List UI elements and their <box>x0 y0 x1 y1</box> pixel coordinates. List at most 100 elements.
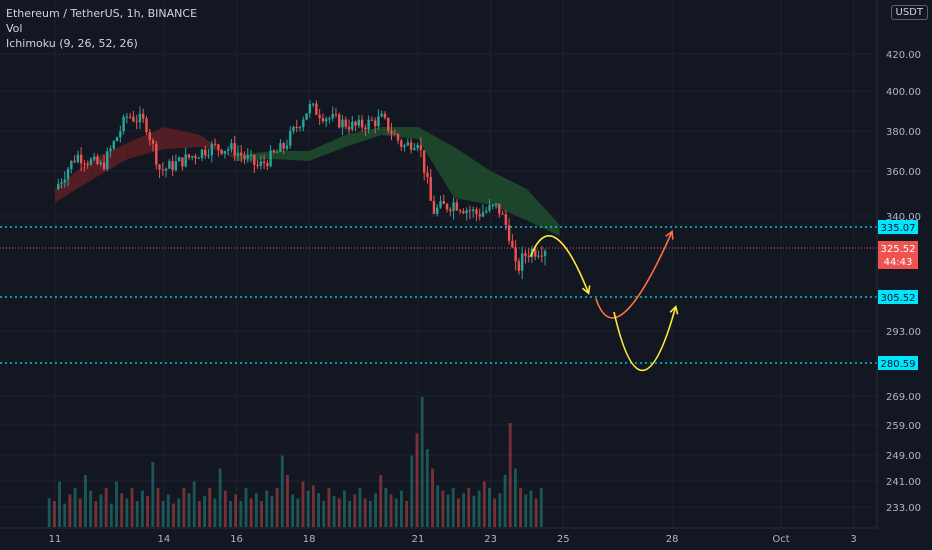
time-tick-label: 14 <box>158 534 171 545</box>
volume-bar <box>441 490 445 527</box>
candle-body <box>256 165 259 167</box>
volume-bar <box>410 455 414 527</box>
volume-bar <box>115 481 118 527</box>
candle-body <box>269 150 272 167</box>
candle-body <box>380 113 383 117</box>
volume-bar <box>529 490 533 527</box>
candle-body <box>517 261 521 271</box>
time-tick-label: 25 <box>557 534 570 545</box>
volume-bar <box>130 488 134 527</box>
cloud-segment <box>127 127 164 159</box>
volume-bar <box>89 490 93 527</box>
volume-bar <box>229 501 232 527</box>
volume-bar <box>368 501 372 527</box>
time-tick-label: 23 <box>484 534 497 545</box>
volume-bar <box>156 488 160 527</box>
volume-indicator-label[interactable]: Vol <box>6 22 23 35</box>
price-tick-label: 400.00 <box>886 87 921 98</box>
time-tick-label: 21 <box>412 534 425 545</box>
candle-body <box>76 154 80 162</box>
price-tick-label: 241.00 <box>886 477 921 488</box>
level-tag-label: 280.59 <box>881 359 916 370</box>
candle-body <box>240 152 243 156</box>
candle-body <box>409 142 413 150</box>
candle-body <box>481 212 485 217</box>
level-tag <box>878 220 918 234</box>
volume-bar <box>415 433 419 527</box>
candle-body <box>520 253 524 271</box>
candle-body <box>432 200 436 214</box>
currency-button[interactable]: USDT <box>890 5 928 20</box>
volume-bar <box>151 462 155 527</box>
candle-body <box>436 207 439 214</box>
volume-bar <box>146 495 150 527</box>
candle-body <box>217 144 220 150</box>
cloud-segment <box>309 135 346 161</box>
candle-body <box>109 148 112 152</box>
level-tag-label: 305.52 <box>881 293 916 304</box>
price-tick-label: 420.00 <box>886 50 921 61</box>
candle-body <box>338 114 341 128</box>
candle-body <box>161 169 165 171</box>
volume-bar <box>192 481 196 527</box>
candle-body <box>194 156 197 159</box>
volume-bar <box>286 475 289 527</box>
volume-bar <box>223 490 227 527</box>
volume-bar <box>353 494 357 527</box>
volume-bar <box>213 498 217 527</box>
volume-bar <box>291 494 295 527</box>
candle-body <box>86 163 89 165</box>
volume-bar <box>498 493 502 527</box>
candle-body <box>445 203 449 210</box>
volume-bar <box>140 490 144 527</box>
volume-bar <box>337 498 341 527</box>
volume-bar <box>472 495 476 527</box>
candle-body <box>324 118 328 122</box>
volume-bar <box>301 481 305 527</box>
candle-body <box>187 154 191 158</box>
candle-body <box>135 121 138 123</box>
volume-bar <box>358 488 362 527</box>
volume-bar <box>265 490 269 527</box>
cloud-segment <box>454 147 491 205</box>
volume-bar <box>374 493 377 527</box>
candle-body <box>266 163 269 167</box>
candle-body <box>298 127 302 129</box>
candle-body <box>164 168 168 171</box>
candle-body <box>452 202 455 212</box>
candle-body <box>96 156 99 165</box>
volume-bar <box>306 490 310 527</box>
volume-bar <box>420 397 424 527</box>
candle-body <box>475 209 478 215</box>
volume-bar <box>172 503 175 527</box>
volume-bar <box>177 498 181 527</box>
ichimoku-indicator-label[interactable]: Ichimoku (9, 26, 52, 26) <box>6 37 138 50</box>
volume-bar <box>389 494 393 527</box>
candle-body <box>230 143 233 150</box>
volume-bar <box>462 493 466 527</box>
volume-bar <box>234 494 238 527</box>
volume-bar <box>280 455 284 527</box>
volume-bar <box>436 485 440 527</box>
symbol-title[interactable]: Ethereum / TetherUS, 1h, BINANCE <box>6 7 198 20</box>
volume-bar <box>270 495 274 527</box>
volume-bar <box>296 498 300 527</box>
volume-bar <box>400 490 403 527</box>
candle-body <box>151 140 155 144</box>
cloud-segment <box>526 189 560 236</box>
candle-body <box>102 162 106 170</box>
candle-body <box>351 121 354 130</box>
candle-body <box>540 255 543 257</box>
price-tick-label: 360.00 <box>886 167 921 178</box>
volume-bar <box>58 481 61 527</box>
volume-bar <box>493 498 497 527</box>
level-tag-label: 335.07 <box>881 223 916 234</box>
candle-body <box>478 214 481 217</box>
candle-body <box>177 157 181 162</box>
volume-bar <box>539 488 543 527</box>
volume-bar <box>477 490 481 527</box>
volume-bar <box>249 498 253 527</box>
volume-bar <box>166 494 170 527</box>
candle-body <box>485 210 488 213</box>
